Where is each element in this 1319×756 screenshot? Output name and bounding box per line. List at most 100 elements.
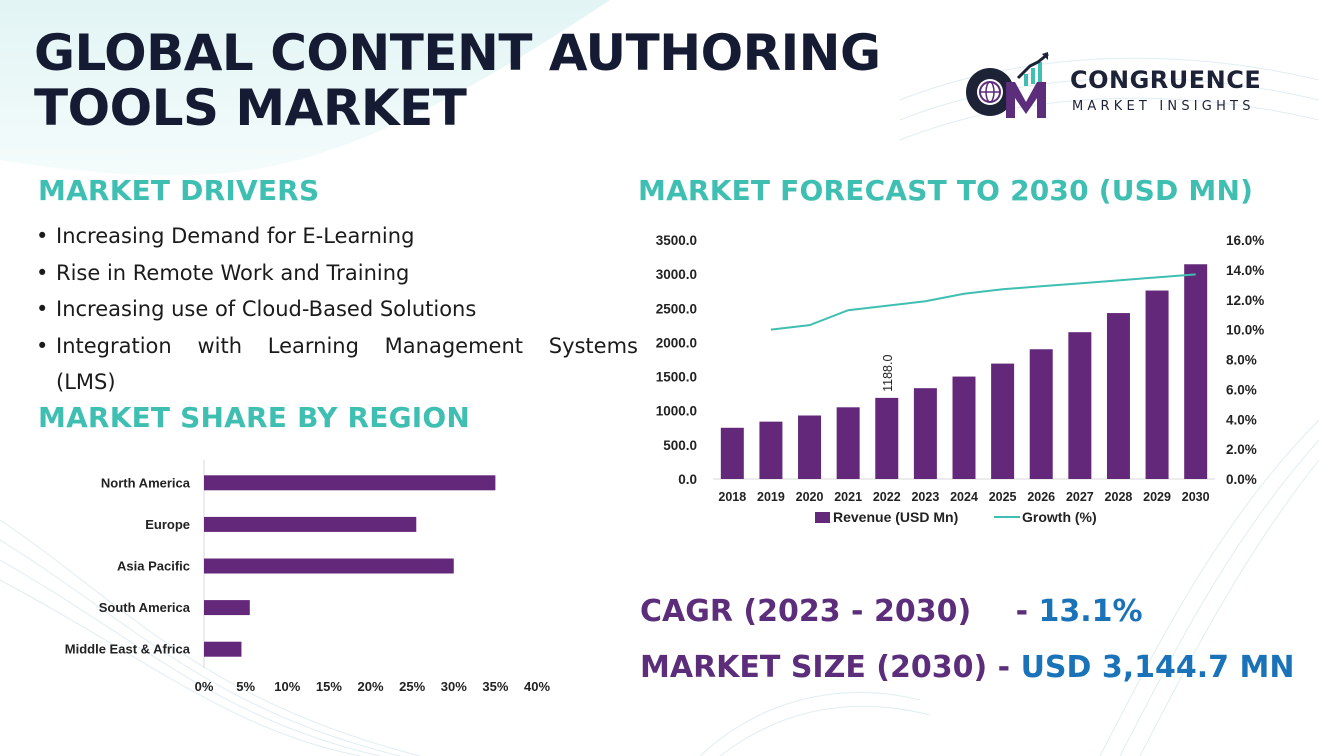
revenue-bar: [1184, 264, 1208, 479]
right-tick-label: 0.0%: [1226, 472, 1257, 487]
year-tick-label: 2019: [757, 490, 785, 504]
revenue-bar: [991, 363, 1015, 479]
page-title-line2: TOOLS MARKET: [34, 79, 467, 137]
year-tick-label: 2027: [1066, 490, 1094, 504]
region-bar: [204, 600, 250, 616]
right-tick-label: 6.0%: [1226, 382, 1257, 397]
region-bar: [204, 641, 242, 657]
revenue-bar: [875, 397, 899, 479]
driver-item: Rise in Remote Work and Training: [36, 255, 638, 292]
region-bar: [204, 516, 417, 532]
left-tick-label: 2000.0: [656, 335, 697, 350]
page-title: GLOBAL CONTENT AUTHORING TOOLS MARKET: [34, 26, 881, 136]
market-size-dash: -: [997, 650, 1011, 685]
region-category-label: Middle East & Africa: [65, 642, 191, 657]
driver-item-line: Integration with Learning Management Sys…: [56, 328, 638, 365]
page-title-line1: GLOBAL CONTENT AUTHORING: [34, 24, 881, 82]
right-tick-label: 12.0%: [1226, 293, 1264, 308]
x-tick-label: 40%: [524, 679, 550, 694]
drivers-heading: MARKET DRIVERS: [38, 174, 320, 207]
left-tick-label: 3500.0: [656, 233, 697, 248]
cagr-value: 13.1%: [1038, 594, 1143, 629]
legend-label-revenue: Revenue (USD Mn): [833, 509, 958, 525]
year-tick-label: 2026: [1027, 490, 1055, 504]
driver-item: Increasing Demand for E-Learning: [36, 218, 638, 255]
left-tick-label: 1500.0: [656, 370, 697, 385]
year-tick-label: 2025: [989, 490, 1017, 504]
left-tick-label: 0.0: [678, 472, 697, 487]
cagr-dash: -: [1015, 594, 1029, 629]
driver-item-tail: (LMS): [56, 370, 116, 394]
left-tick-label: 500.0: [663, 438, 697, 453]
x-tick-label: 0%: [195, 679, 214, 694]
region-bar: [204, 475, 496, 491]
driver-item: Increasing use of Cloud-Based Solutions: [36, 291, 638, 328]
left-tick-label: 2500.0: [656, 301, 697, 316]
year-tick-label: 2022: [873, 490, 901, 504]
logo-mark-icon: [966, 52, 1049, 118]
x-tick-label: 30%: [441, 679, 467, 694]
right-tick-label: 8.0%: [1226, 353, 1257, 368]
cagr-stat: CAGR (2023 - 2030) - 13.1%: [640, 594, 1143, 629]
legend-label-growth: Growth (%): [1022, 509, 1097, 525]
driver-word: with: [197, 333, 243, 358]
drivers-list: Increasing Demand for E-Learning Rise in…: [36, 218, 638, 401]
market-size-value: USD 3,144.7 MN: [1020, 650, 1295, 685]
revenue-bar: [1029, 349, 1053, 479]
market-size-label: MARKET SIZE (2030): [640, 650, 988, 685]
revenue-bar: [1106, 313, 1130, 479]
revenue-bar: [1068, 332, 1092, 479]
year-tick-label: 2028: [1105, 490, 1133, 504]
year-tick-label: 2024: [950, 490, 978, 504]
x-tick-label: 20%: [357, 679, 383, 694]
right-tick-label: 16.0%: [1226, 233, 1264, 248]
year-tick-label: 2021: [834, 490, 862, 504]
logo-name: CONGRUENCE: [1070, 66, 1262, 94]
left-tick-label: 1000.0: [656, 404, 697, 419]
year-tick-label: 2018: [718, 490, 746, 504]
region-heading: MARKET SHARE BY REGION: [38, 401, 471, 434]
driver-item: Integration with Learning Management Sys…: [36, 328, 638, 401]
legend-swatch-revenue: [815, 512, 830, 523]
revenue-bar: [913, 388, 937, 479]
cagr-label: CAGR (2023 - 2030): [640, 594, 972, 629]
x-tick-label: 35%: [482, 679, 508, 694]
revenue-bar: [759, 421, 783, 479]
driver-word: Systems: [548, 333, 638, 358]
growth-line: [770, 273, 1196, 331]
right-tick-label: 10.0%: [1226, 323, 1264, 338]
right-tick-label: 2.0%: [1226, 442, 1257, 457]
left-tick-label: 3000.0: [656, 267, 697, 282]
forecast-combo-chart: 0.0 500.0 1000.0 1500.0 2000.0 2500.0 3000.0 35…: [656, 233, 1265, 525]
year-tick-label: 2029: [1143, 490, 1171, 504]
driver-word: Learning: [267, 333, 359, 358]
year-tick-label: 2030: [1182, 490, 1210, 504]
driver-word: Integration: [56, 333, 172, 358]
revenue-bar: [1145, 290, 1169, 479]
revenue-bar: [720, 427, 744, 479]
logo-tagline: MARKET INSIGHTS: [1072, 99, 1255, 114]
year-tick-label: 2023: [911, 490, 939, 504]
x-tick-label: 5%: [236, 679, 255, 694]
x-tick-label: 10%: [274, 679, 300, 694]
revenue-bar: [798, 415, 822, 479]
x-tick-label: 15%: [316, 679, 342, 694]
bar-data-label: 1188.0: [881, 355, 895, 392]
right-tick-label: 14.0%: [1226, 263, 1264, 278]
region-category-label: North America: [101, 475, 191, 490]
region-category-label: Europe: [145, 517, 190, 532]
region-category-label: South America: [99, 600, 191, 615]
market-size-stat: MARKET SIZE (2030) - USD 3,144.7 MN: [640, 650, 1294, 685]
region-category-label: Asia Pacific: [117, 559, 190, 574]
driver-word: Management: [384, 333, 523, 358]
revenue-bar: [952, 376, 976, 479]
year-tick-label: 2020: [796, 490, 824, 504]
brand-logo: CONGRUENCE MARKET INSIGHTS: [962, 52, 1292, 124]
region-bar-chart: North America Europe Asia Pacific South Ame…: [65, 460, 550, 694]
right-tick-label: 4.0%: [1226, 412, 1257, 427]
revenue-bar: [836, 407, 860, 479]
region-bar: [204, 558, 454, 574]
x-tick-label: 25%: [399, 679, 425, 694]
forecast-heading: MARKET FORECAST TO 2030 (USD MN): [638, 174, 1254, 207]
